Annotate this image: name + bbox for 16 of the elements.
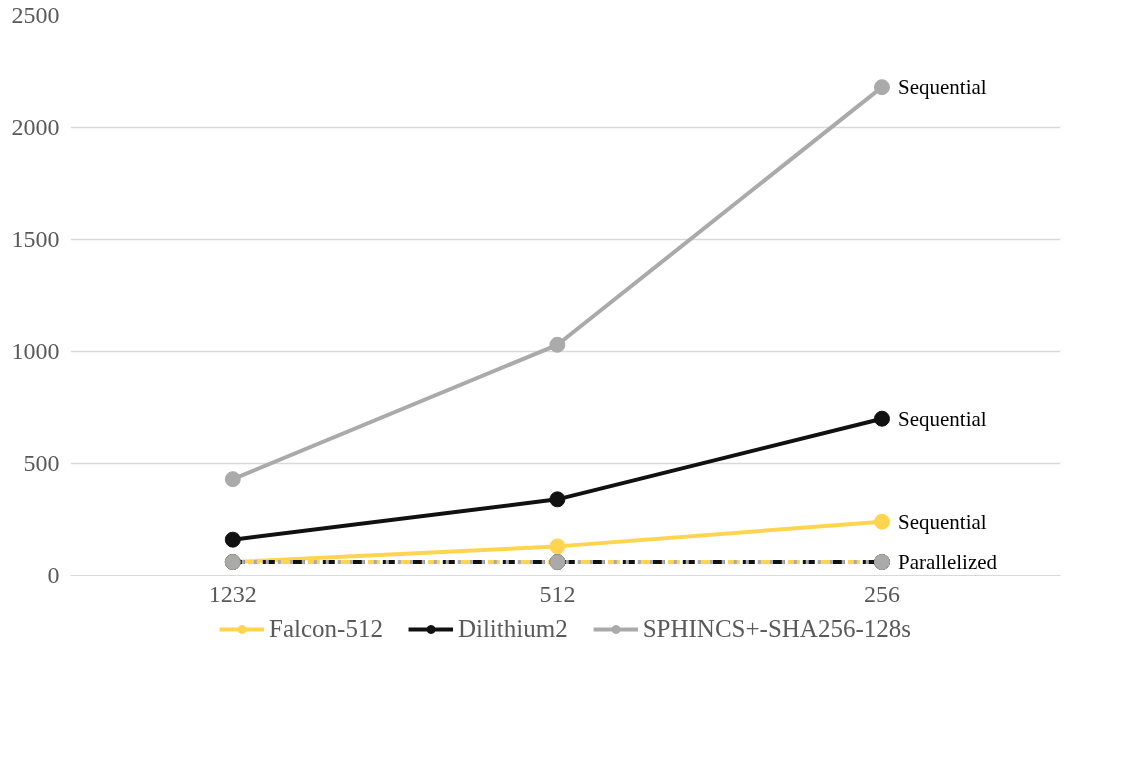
y-tick-label: 1000 (11, 338, 60, 364)
annotation: Sequential (897, 75, 987, 100)
y-tick-label: 2500 (11, 2, 60, 28)
annotation: Sequential (897, 406, 987, 431)
legend-label: Falcon-512 (269, 615, 383, 643)
x-tick-label: 256 (863, 580, 900, 607)
y-tick-label: 0 (47, 562, 60, 588)
y-tick-label: 1500 (11, 226, 60, 252)
x-tick-label: 1232 (208, 580, 257, 607)
annotation: Sequential (897, 509, 987, 534)
legend-label: Dilithium2 (457, 615, 568, 643)
y-tick-label: 500 (23, 450, 60, 476)
annotation: Parallelized (897, 550, 998, 575)
x-tick-label: 512 (539, 580, 576, 607)
legend-label: SPHINCS+-SHA256-128s (642, 615, 911, 643)
y-tick-label: 2000 (11, 114, 60, 140)
